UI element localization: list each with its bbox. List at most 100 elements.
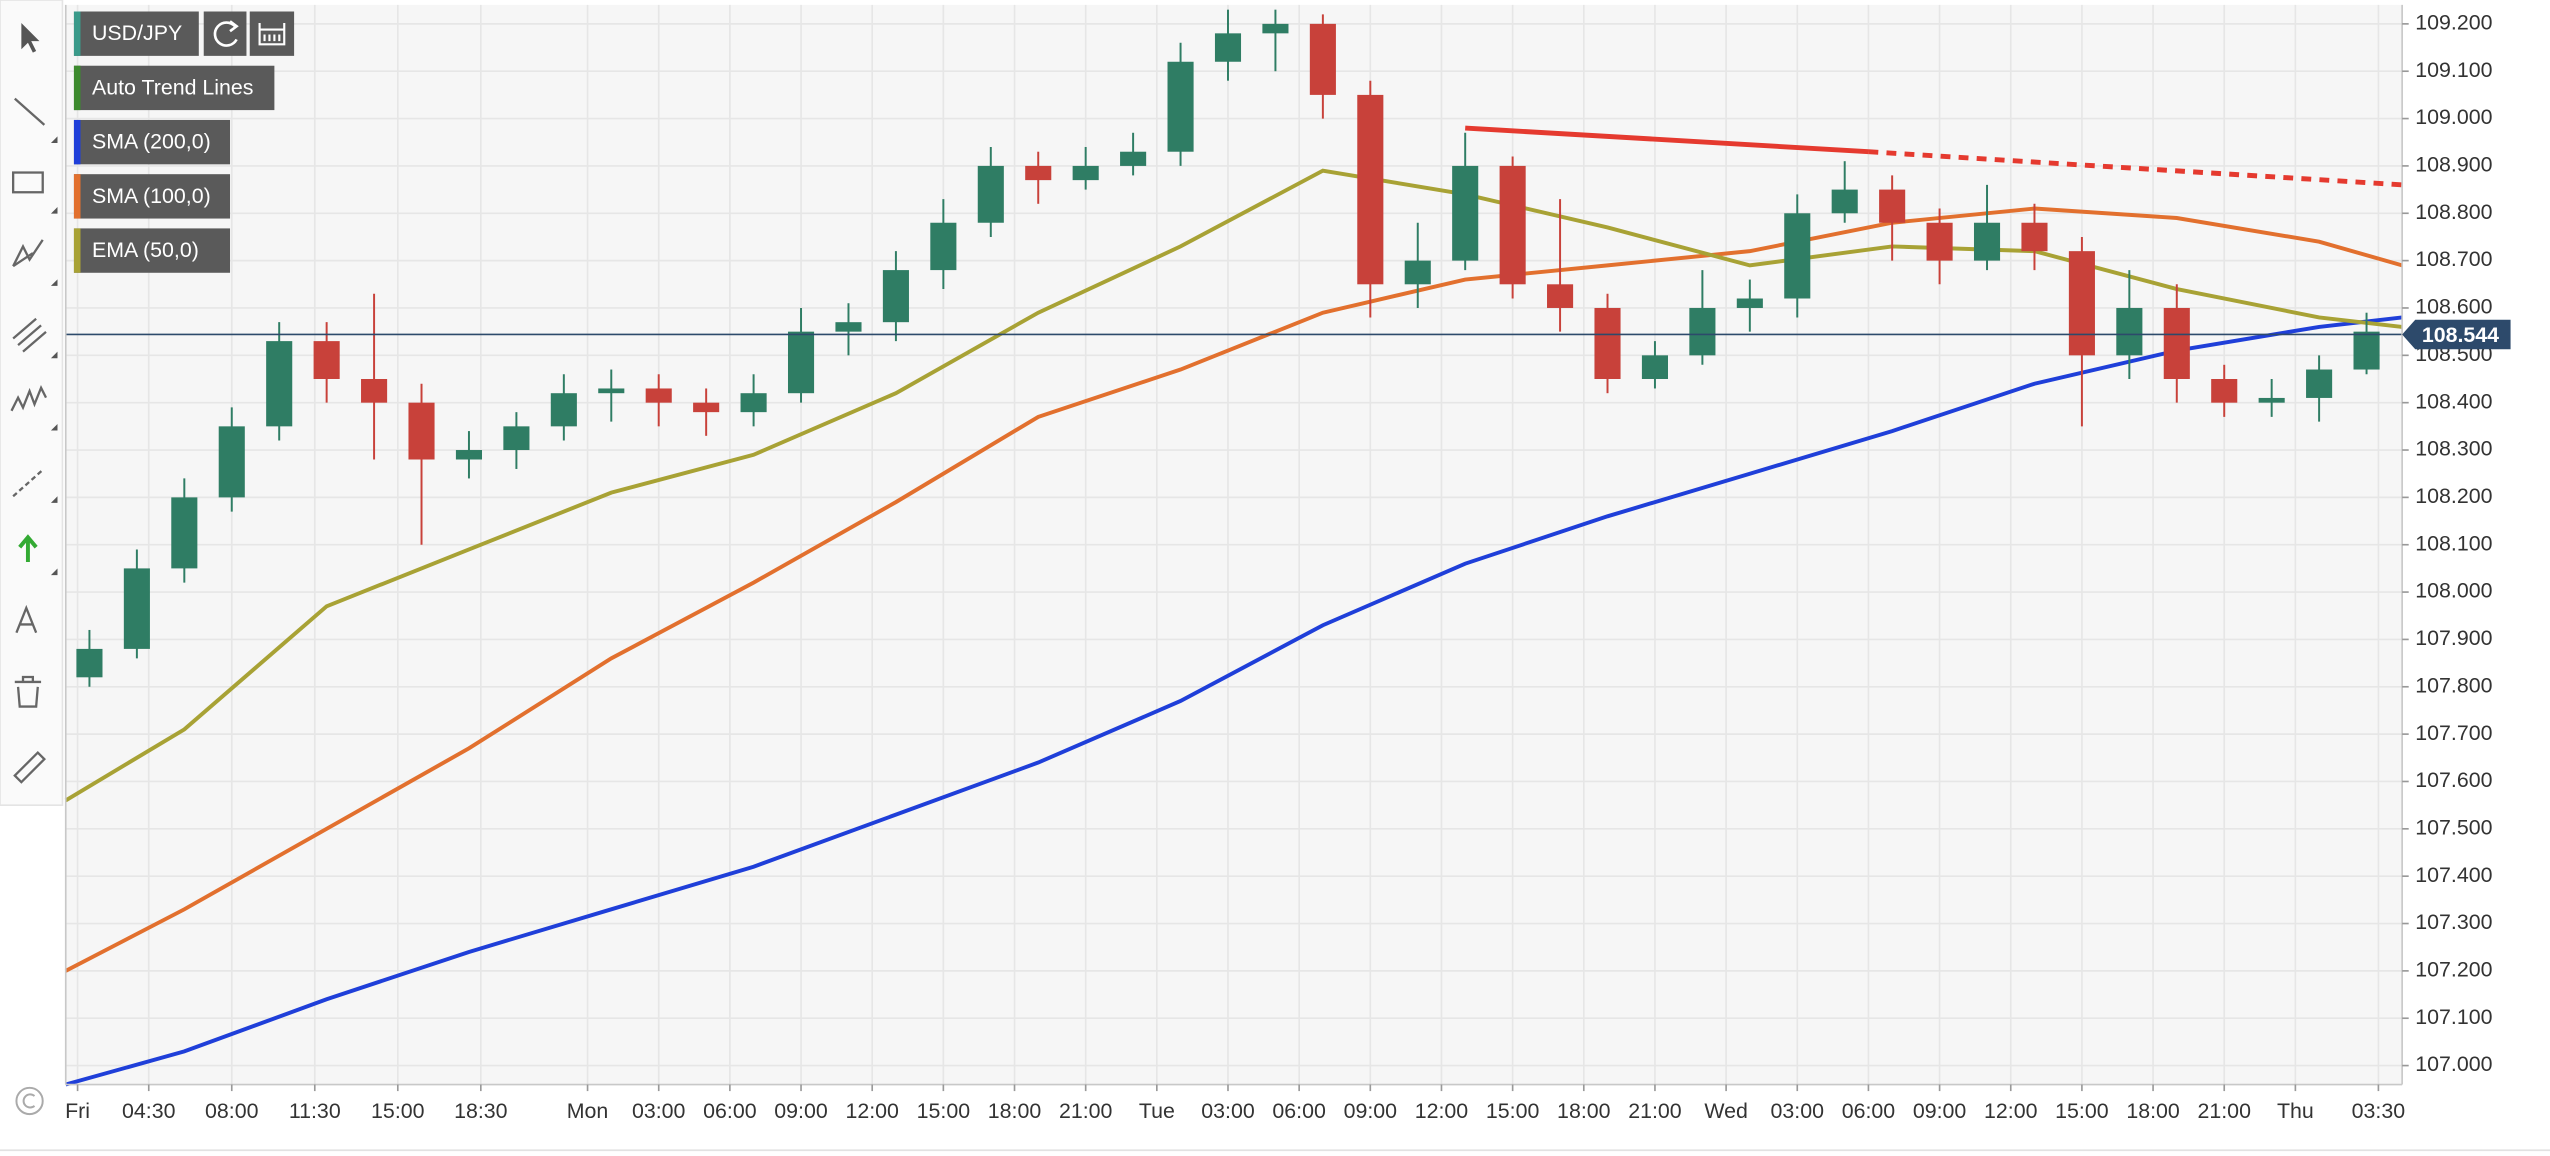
cursor-tool[interactable]	[21, 23, 40, 53]
rect-tool[interactable]	[11, 171, 44, 194]
candle-body	[266, 341, 293, 427]
candle-body	[882, 270, 909, 323]
candle-body	[2116, 307, 2143, 356]
candle-body	[408, 402, 435, 460]
y-tick-label: 107.800	[2415, 673, 2492, 697]
x-tick-label: Wed	[1704, 1099, 1748, 1123]
x-tick-label: 18:00	[1557, 1099, 1611, 1123]
edit-tool[interactable]	[13, 750, 46, 784]
candle-body	[550, 393, 577, 427]
y-tick-label: 107.500	[2415, 815, 2492, 839]
legend-label: SMA (100,0)	[92, 184, 211, 208]
candle-body	[1831, 189, 1858, 214]
x-tick-label: 11:30	[289, 1099, 341, 1123]
y-tick-label: 107.700	[2415, 721, 2492, 745]
candle-body	[1167, 61, 1194, 152]
legend-label: Auto Trend Lines	[92, 75, 253, 99]
candle-body	[1973, 222, 2001, 261]
candle-body	[2258, 397, 2285, 403]
candle-body	[123, 568, 150, 649]
delete-tool[interactable]	[14, 675, 42, 708]
x-tick-label: 12:00	[1984, 1099, 2038, 1123]
x-tick-label: Thu	[2277, 1099, 2314, 1123]
legend-box	[73, 65, 275, 111]
candle-body	[1404, 260, 1431, 285]
candle-body	[1499, 165, 1526, 285]
toolbar-bg	[0, 0, 64, 806]
x-tick-label: Tue	[1139, 1099, 1175, 1123]
marks	[64, 9, 2403, 1087]
x-tick-label: Mon	[567, 1099, 609, 1123]
channel-tool[interactable]	[12, 317, 47, 353]
toolbar	[0, 0, 64, 806]
candle-body	[171, 497, 198, 569]
candle-body	[1736, 298, 1763, 308]
legend-label: EMA (50,0)	[92, 238, 199, 262]
x-tick-label: 21:00	[2198, 1099, 2252, 1123]
refresh-arrow	[229, 20, 239, 33]
x-tick-label: 09:00	[774, 1099, 828, 1123]
candle-body	[2306, 369, 2333, 398]
legend-swatch	[73, 119, 81, 165]
candle-body	[1641, 355, 1668, 379]
candle-body	[2068, 251, 2095, 356]
line-tool[interactable]	[14, 97, 46, 126]
candle-body	[503, 426, 530, 451]
x-tick-label: 18:00	[988, 1099, 1042, 1123]
candle-body	[1309, 23, 1336, 95]
text-tool[interactable]	[15, 604, 38, 634]
y-tick-label: 108.200	[2415, 484, 2492, 508]
candle-body	[2021, 222, 2048, 252]
x-tick-label: 12:00	[845, 1099, 899, 1123]
fib-tool[interactable]	[12, 239, 44, 268]
candle-body	[930, 222, 957, 271]
candle-body	[1452, 165, 1479, 261]
candle-body	[2163, 307, 2190, 379]
legend-swatch	[73, 228, 81, 273]
indicator-line	[64, 168, 2403, 803]
candle-body	[787, 331, 815, 394]
refresh-button[interactable]	[203, 11, 247, 56]
arrow-tool[interactable]	[18, 534, 38, 562]
legend-box	[73, 228, 231, 273]
last-price-label: 108.544	[2422, 323, 2499, 347]
candle-body	[693, 402, 720, 413]
ray-tool[interactable]	[12, 469, 44, 498]
x-tick-label: 15:00	[2055, 1099, 2109, 1123]
y-tick-label: 107.900	[2415, 626, 2492, 650]
legend-box	[73, 11, 199, 56]
axis-labels: 107.000 107.100 107.200 107.300 107.400 107.5…	[65, 11, 2511, 1123]
candle-body	[598, 388, 625, 394]
y-tick-label: 109.000	[2415, 105, 2492, 129]
candle-body	[1025, 165, 1052, 181]
refresh-icon	[213, 21, 238, 47]
pattern-tool[interactable]	[10, 384, 48, 412]
x-tick-label: 06:00	[703, 1099, 757, 1123]
x-tick-label: Fri	[65, 1099, 90, 1123]
candle-body	[1120, 151, 1147, 166]
trend-line	[1465, 125, 1869, 155]
y-tick-label: 109.100	[2415, 58, 2492, 82]
x-tick-label: 03:30	[2352, 1099, 2406, 1123]
y-tick-label: 107.000	[2415, 1052, 2492, 1076]
candle-body	[1547, 284, 1574, 308]
legend: USD/JPY Auto Trend Lines SMA (200,0) SMA (1…	[73, 11, 275, 273]
y-tick-label: 107.300	[2415, 910, 2492, 934]
x-tick-label: 12:00	[1415, 1099, 1469, 1123]
indicator-line	[65, 315, 2403, 1087]
candle-body	[1262, 23, 1289, 34]
legend-box	[73, 119, 231, 165]
x-tick-label: 09:00	[1913, 1099, 1967, 1123]
last-price-tag	[2402, 319, 2511, 350]
y-tick-label: 108.900	[2415, 153, 2492, 177]
x-tick-label: 06:00	[1272, 1099, 1326, 1123]
candle-body	[1594, 307, 1621, 379]
legend-box	[73, 174, 231, 219]
candle-body	[1926, 222, 1953, 261]
candle-body	[361, 378, 388, 403]
x-tick-label: 09:00	[1344, 1099, 1398, 1123]
legend-swatch	[73, 65, 81, 111]
settings-button[interactable]	[249, 11, 295, 56]
x-tick-label: 03:00	[1771, 1099, 1825, 1123]
